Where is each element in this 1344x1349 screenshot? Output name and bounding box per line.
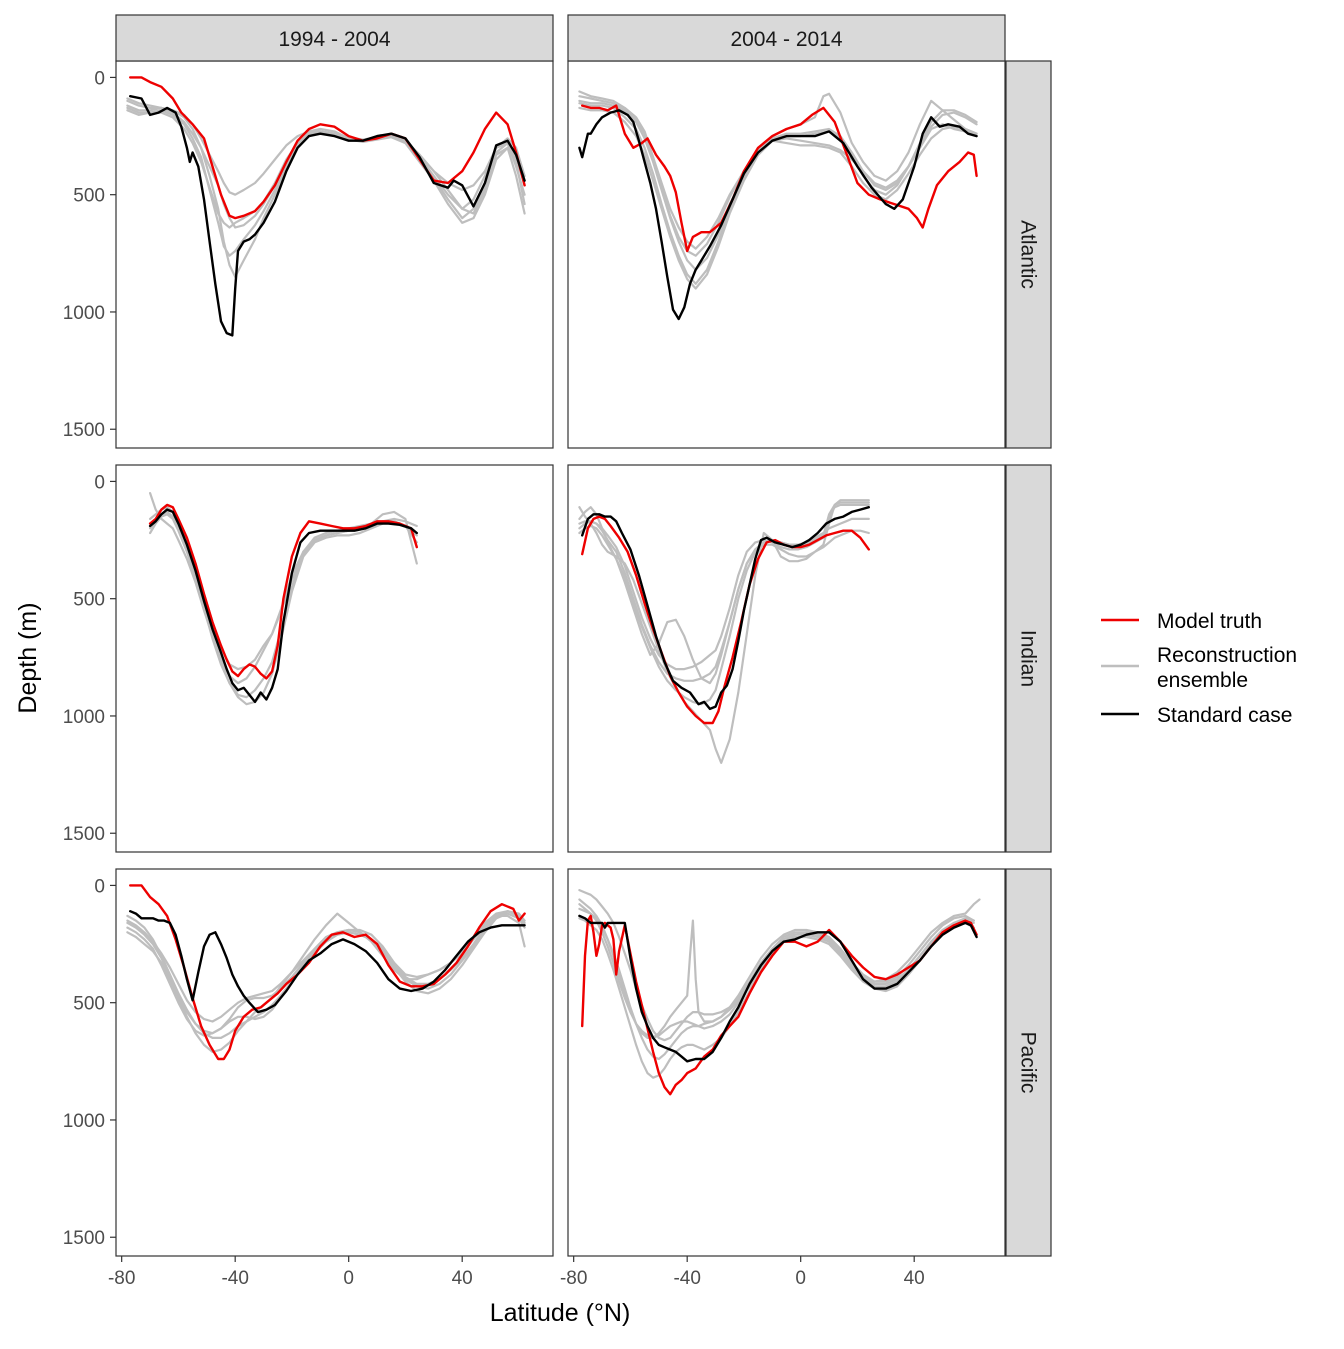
y-axis-title: Depth (m): [14, 602, 42, 713]
strip-background: [1005, 464, 1052, 853]
panel-atlantic-1994-2004: [115, 60, 554, 449]
y-axis-pacific: 0 500 1000 1500: [63, 876, 116, 1249]
x-axis-title: Latitude (°N): [490, 1299, 631, 1327]
standard-case-line: [128, 910, 526, 1014]
x-axis-2004-2014: -80 -40 0 40: [560, 1256, 925, 1289]
strip-background: [115, 14, 554, 62]
panel-background: [568, 465, 1005, 852]
row-strip-label: Indian: [1017, 630, 1040, 687]
legend-item-standard: Standard case: [1101, 704, 1292, 727]
standard-case-line: [578, 109, 978, 321]
panel-lines: [578, 888, 981, 1096]
y-tick-label: 0: [94, 472, 105, 493]
x-tick-label: -40: [673, 1268, 700, 1289]
y-tick-label: 1500: [63, 824, 105, 845]
row-strip-pacific: Pacific: [1005, 868, 1052, 1257]
panel-indian-2004-2014: [567, 464, 1006, 853]
y-tick-label: 1000: [63, 707, 105, 728]
panel-pacific-1994-2004: [115, 868, 554, 1257]
panel-lines: [578, 499, 870, 765]
model-truth-line: [581, 104, 978, 253]
legend-label: Standard case: [1157, 704, 1292, 727]
strips-layer: 1994 - 2004 2004 - 2014 Atlantic Indian Paci…: [115, 14, 1052, 1257]
column-strip-label: 1994 - 2004: [278, 28, 390, 51]
panel-border: [567, 868, 1006, 1257]
panel-lines: [578, 90, 978, 321]
row-strip-label: Atlantic: [1017, 220, 1040, 289]
panel-atlantic-2004-2014: [567, 60, 1006, 449]
panel-lines: [148, 492, 418, 706]
model-truth-line: [128, 76, 526, 220]
standard-case-line: [148, 508, 418, 704]
x-tick-label: 0: [795, 1268, 806, 1289]
y-tick-label: 500: [73, 590, 105, 611]
legend-item-model-truth: Model truth: [1101, 610, 1262, 633]
ensemble-line-3: [578, 898, 975, 1040]
panel-border: [115, 464, 554, 853]
row-strip-indian: Indian: [1005, 464, 1052, 853]
panel-pacific-2004-2014: [567, 868, 1006, 1257]
x-tick-label: -80: [560, 1268, 587, 1289]
axes-layer: 050010001500050010001500050010001500-80-…: [63, 68, 925, 1289]
legend-label: ensemble: [1157, 669, 1248, 692]
legend-label: Model truth: [1157, 610, 1262, 633]
model-truth-line: [148, 503, 418, 680]
y-tick-label: 0: [94, 876, 105, 897]
y-tick-label: 1500: [63, 1228, 105, 1249]
ensemble-line-5: [578, 903, 975, 1040]
x-tick-label: -40: [221, 1268, 248, 1289]
y-tick-label: 1000: [63, 1111, 105, 1132]
panel-border: [567, 464, 1006, 853]
panel-lines: [126, 884, 526, 1061]
y-tick-label: 500: [73, 186, 105, 207]
standard-case-line: [578, 914, 978, 1063]
column-strip-label: 2004 - 2014: [730, 28, 842, 51]
row-strip-label: Pacific: [1017, 1032, 1040, 1094]
x-tick-label: 40: [452, 1268, 473, 1289]
strip-background: [1005, 868, 1052, 1257]
column-strip-2004-2014: 2004 - 2014: [567, 14, 1006, 62]
y-tick-label: 500: [73, 994, 105, 1015]
y-tick-label: 0: [94, 68, 105, 89]
ensemble-line-4: [578, 524, 870, 706]
y-tick-label: 1500: [63, 420, 105, 441]
panel-border: [115, 868, 554, 1257]
legend-label: Reconstruction: [1157, 644, 1297, 667]
y-axis-indian: 0 500 1000 1500: [63, 472, 116, 845]
standard-case-line: [128, 94, 526, 337]
column-strip-1994-2004: 1994 - 2004: [115, 14, 554, 62]
y-tick-label: 1000: [63, 303, 105, 324]
ensemble-line-5: [578, 517, 870, 682]
x-axis-1994-2004: -80 -40 0 40: [108, 1256, 473, 1289]
row-strip-atlantic: Atlantic: [1005, 60, 1052, 449]
standard-case-line: [581, 506, 870, 711]
panel-lines: [126, 76, 526, 337]
x-tick-label: -80: [108, 1268, 135, 1289]
ensemble-line-3: [126, 910, 526, 1035]
ensemble-line-1: [578, 888, 981, 1042]
model-truth-line: [581, 515, 870, 725]
ensemble-line-3: [126, 106, 526, 257]
strip-background: [1005, 60, 1052, 449]
y-axis-atlantic: 0 500 1000 1500: [63, 68, 116, 441]
panels-layer: [115, 60, 1006, 1257]
x-tick-label: 40: [904, 1268, 925, 1289]
panel-indian-1994-2004: [115, 464, 554, 853]
x-tick-label: 0: [343, 1268, 354, 1289]
strip-background: [567, 14, 1006, 62]
